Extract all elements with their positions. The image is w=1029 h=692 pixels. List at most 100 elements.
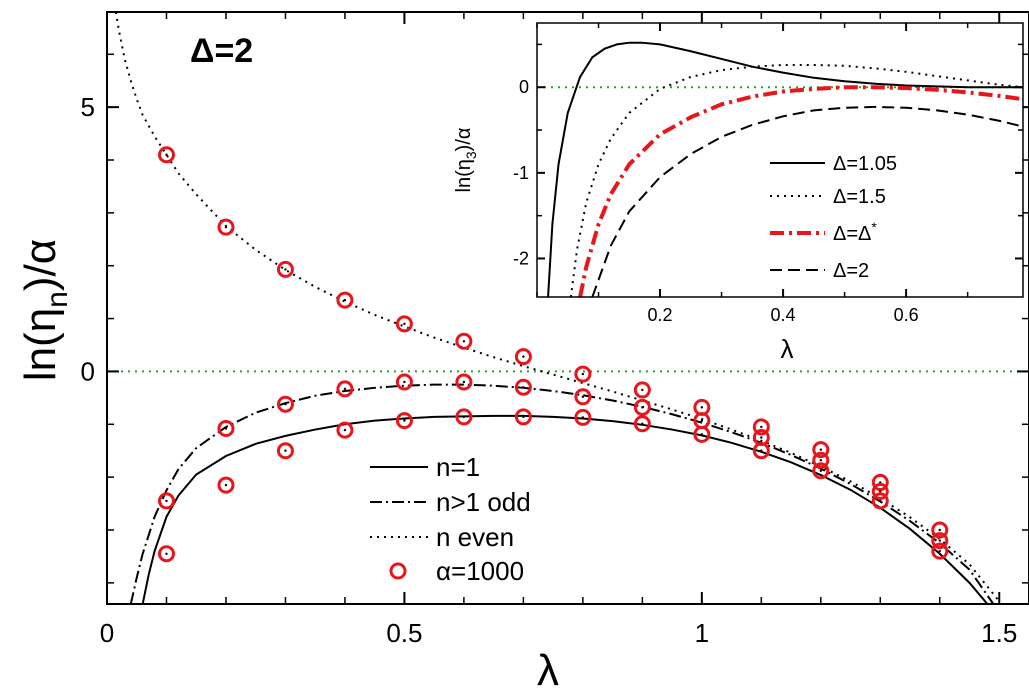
main-data-point-center-3-26 [641,422,644,425]
inset-legend: Δ=1.05 Δ=1.5 Δ=Δ* Δ=2 [770,153,897,282]
main-xlabel: λ [537,646,559,692]
main-data-point-center-3-4 [224,427,228,430]
main-xtick-label: 0 [100,618,114,648]
main-data-point-3-15 [455,332,473,350]
main-data-point-3-18 [514,348,532,366]
main-data-point-3-25 [633,398,651,416]
main-data-point-center-3-24 [641,388,644,392]
main-data-point-3-16 [455,373,473,391]
legend-label-n1: n=1 [436,452,480,482]
inset-ylabel-main: ln(η [453,159,475,192]
inset-series-group [547,41,1023,297]
main-data-point-center-3-7 [284,403,287,406]
main-marker-group [157,146,949,563]
main-data-point-center-3-39 [938,528,941,532]
main-data-point-center-3-11 [343,428,347,432]
main-data-point-center-3-33 [819,448,823,451]
main-data-point-3-36 [871,473,889,491]
main-data-point-center-3-10 [343,387,347,391]
main-data-point-center-3-8 [284,449,287,452]
main-data-point-3-34 [812,451,830,469]
main-data-point-center-3-29 [700,433,704,436]
main-data-point-3-3 [217,218,235,236]
inset-legend-label-2: Δ=2 [833,260,869,282]
main-data-point-3-11 [336,421,354,439]
main-ytick-label: 0 [81,356,95,386]
main-ylabel-tail: )/α [16,239,65,291]
main-data-point-3-22 [574,388,592,406]
inset-legend-label-1-5: Δ=1.5 [833,186,886,208]
main-data-point-center-3-38 [879,499,882,503]
main-axis-ticks: 0 0.5 1 1.5 0 5 [81,12,1029,648]
main-data-point-3-32 [752,442,770,460]
main-data-point-3-23 [574,408,592,426]
main-data-point-center-3-40 [938,539,941,542]
main-data-point-center-3-35 [819,469,823,472]
main-data-point-center-3-28 [700,419,704,422]
main-data-point-center-3-13 [403,380,406,384]
main-data-point-center-3-17 [462,415,466,419]
main-data-point-3-1 [157,492,175,510]
main-data-point-3-2 [157,545,175,563]
main-xtick-label: 1 [695,618,709,648]
main-data-point-3-38 [871,492,889,510]
inset-xtick-label: 0.4 [771,305,796,325]
main-data-point-center-3-15 [462,340,466,343]
inset-series-line-2 [578,85,1023,297]
main-ytick-label: 5 [81,92,95,122]
main-data-point-center-3-19 [522,386,525,389]
legend-marker-alpha [389,562,407,580]
inset-legend-label-star: Δ=Δ* [833,219,877,245]
delta-annotation: Δ=2 [190,32,253,70]
main-data-point-center-3-2 [165,552,168,555]
main-data-point-center-3-25 [641,406,644,409]
main-data-point-3-10 [336,380,354,398]
main-data-point-center-3-5 [224,483,228,487]
main-data-point-center-3-31 [760,436,763,439]
inset-xtick-label: 0.2 [648,305,673,325]
inset-series-line-3 [591,105,1023,297]
main-data-point-center-3-12 [403,322,406,326]
main-data-point-center-3-30 [760,425,763,429]
main-data-point-center-3-14 [403,419,406,422]
main-data-point-3-33 [812,441,830,459]
main-data-point-3-20 [514,408,532,426]
inset-background [537,23,1023,297]
inset-axis-ticks: 0.2 0.4 0.6 0 -1 -2 [513,23,1023,325]
main-data-point-3-24 [633,381,651,399]
main-legend: n=1 n>1 odd n even α=1000 [370,452,531,586]
main-data-point-center-3-20 [522,415,525,419]
main-data-point-3-13 [395,373,413,391]
main-data-point-center-3-9 [343,298,347,302]
inset-ylabel: ln(η3)/α [453,128,479,193]
main-data-point-3-4 [217,420,235,438]
main-data-point-3-8 [276,442,294,460]
main-data-point-3-41 [931,542,949,560]
main-data-point-3-29 [693,425,711,443]
main-data-point-center-3-32 [760,449,763,452]
main-data-point-3-5 [217,476,235,494]
main-data-point-3-19 [514,378,532,396]
main-data-point-center-3-18 [522,355,525,358]
inset-ytick-label: -2 [513,248,529,268]
main-ylabel-sub: n [41,291,74,308]
inset-ytick-label: -1 [513,163,529,183]
main-data-point-3-30 [752,418,770,436]
main-data-point-3-35 [812,462,830,480]
main-xtick-label: 0.5 [386,618,422,648]
main-data-point-3-40 [931,532,949,550]
inset-legend-label-1-05: Δ=1.05 [833,153,897,175]
inset-xtick-label: 0.6 [894,305,919,325]
main-data-point-center-3-22 [581,395,585,398]
legend-label-alpha: α=1000 [436,556,524,586]
main-data-point-center-3-6 [284,268,287,271]
main-data-point-center-3-16 [462,380,466,384]
main-data-point-3-6 [276,260,294,278]
main-data-point-3-7 [276,395,294,413]
main-data-point-3-21 [574,365,592,383]
main-data-point-center-3-3 [224,225,228,229]
legend-label-even: n even [436,522,514,552]
inset-series-line-1 [569,63,1023,297]
inset-ylabel-sub: 3 [463,151,479,159]
